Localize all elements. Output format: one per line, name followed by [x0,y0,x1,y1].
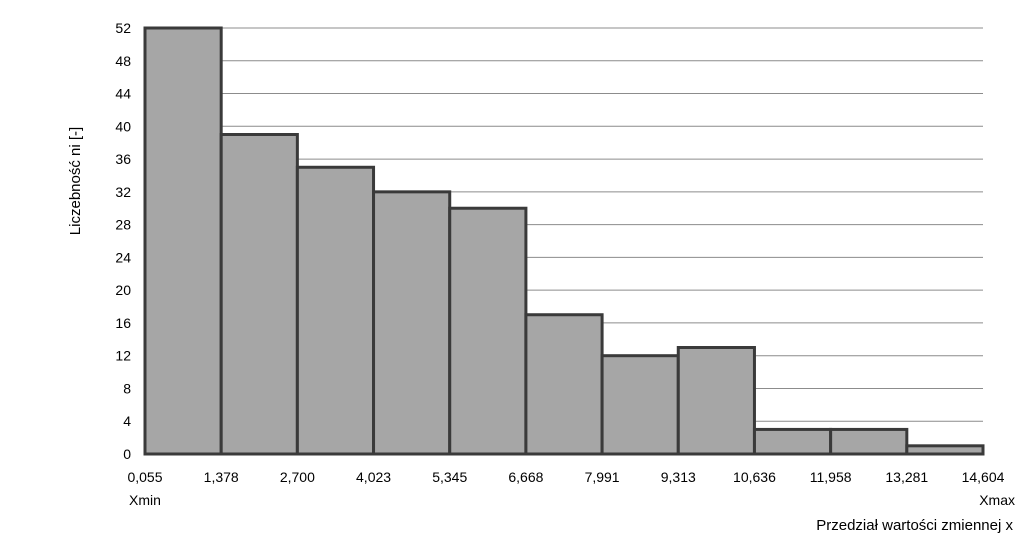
histogram-bar [905,444,985,456]
y-tick-label: 28 [115,217,131,233]
x-tick-label: 7,991 [585,469,620,485]
x-axis-tick-labels: 0,055 1,378 2,700 4,023 5,345 6,668 7,991 9,313… [127,469,1004,485]
x-tick-label: 4,023 [356,469,391,485]
y-tick-label: 0 [123,446,131,462]
y-tick-label: 48 [115,53,131,69]
x-tick-label: 0,055 [127,469,162,485]
y-tick-label: 32 [115,184,131,200]
x-tick-label: 13,281 [885,469,928,485]
x-tick-label: 6,668 [508,469,543,485]
y-tick-label: 40 [115,118,131,134]
y-tick-label: 12 [115,348,131,364]
y-axis-title: Liczebność ni [-] [67,127,84,235]
y-tick-label: 4 [123,413,131,429]
x-max-label: Xmax [979,492,1015,508]
histogram-bar [448,206,528,456]
histogram-bar [219,133,299,456]
histogram-bar [676,346,756,456]
histogram-bar [143,26,223,456]
x-tick-label: 9,313 [661,469,696,485]
histogram-bar [295,165,376,456]
x-tick-label: 14,604 [962,469,1005,485]
histogram-bar [524,313,604,456]
histogram-bar [372,190,452,456]
x-min-label: Xmin [129,492,161,508]
y-tick-label: 24 [115,249,131,265]
x-tick-label: 11,958 [810,469,852,485]
y-tick-label: 16 [115,315,131,331]
y-tick-label: 52 [115,20,131,36]
y-tick-label: 20 [115,282,131,298]
bars-layer [143,26,985,456]
y-tick-label: 44 [115,86,131,102]
histogram-bar [752,427,833,456]
histogram-bar [600,354,680,456]
x-tick-label: 1,378 [204,469,239,485]
histogram-bar [829,427,909,456]
x-axis-title: Przedział wartości zmiennej x [816,517,1013,534]
x-tick-label: 2,700 [280,469,315,485]
y-tick-label: 36 [115,151,131,167]
y-tick-label: 8 [123,380,131,396]
x-tick-label: 5,345 [432,469,467,485]
x-tick-label: 10,636 [733,469,776,485]
